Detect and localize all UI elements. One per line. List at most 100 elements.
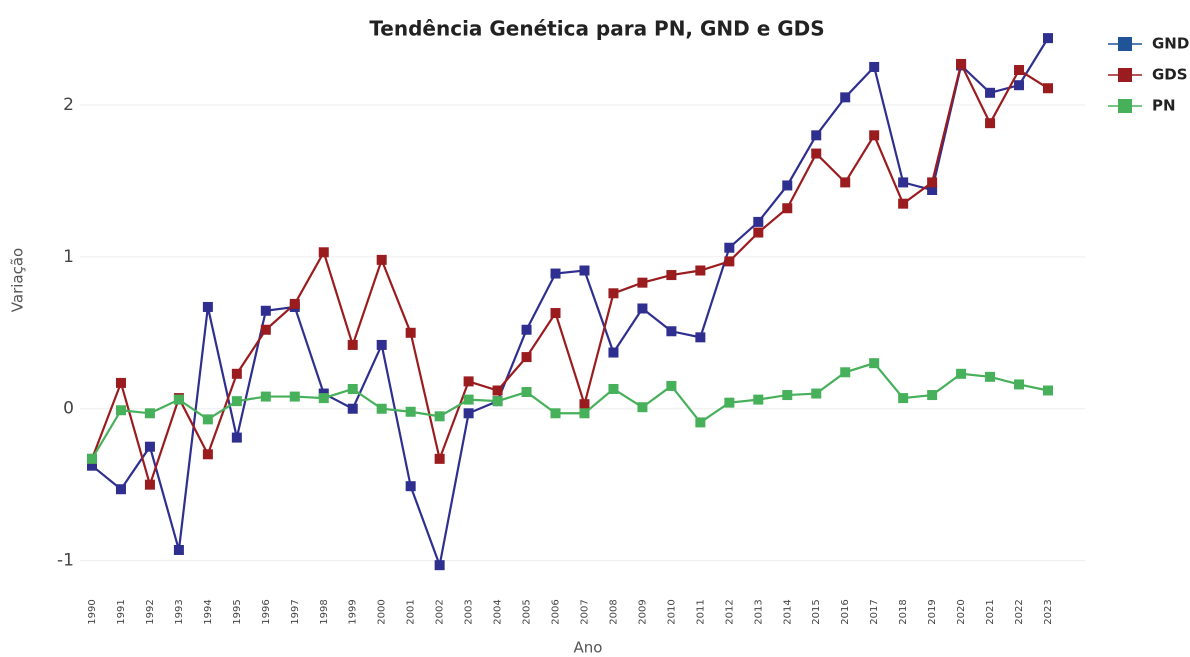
data-point [1014, 65, 1025, 76]
chart-title: Tendência Genética para PN, GND e GDS [369, 17, 824, 41]
x-tick-label: 2020 [956, 599, 967, 624]
data-point [405, 406, 416, 417]
data-point [985, 118, 996, 129]
data-point [87, 453, 97, 464]
x-tick-label: 2016 [840, 599, 851, 624]
data-point [260, 391, 271, 402]
data-point [579, 265, 590, 276]
data-point [869, 358, 880, 369]
x-tick-label: 2004 [493, 599, 504, 624]
x-tick-label: 2005 [522, 599, 533, 624]
data-point [405, 327, 416, 338]
data-point [289, 391, 300, 402]
data-point [782, 203, 793, 214]
x-tick-label: 2013 [753, 599, 764, 624]
data-point [985, 371, 996, 382]
data-point [463, 376, 474, 387]
data-point [782, 180, 793, 191]
data-point [521, 387, 532, 398]
data-point [434, 411, 445, 422]
data-point [347, 339, 358, 350]
data-point [521, 352, 532, 363]
data-point [231, 396, 242, 407]
data-point [115, 405, 126, 416]
data-point [695, 332, 706, 343]
legend-label: PN [1152, 97, 1176, 115]
x-tick-label: 2014 [782, 599, 793, 624]
data-point [956, 58, 967, 69]
data-point [724, 397, 735, 408]
x-tick-label: 2011 [695, 599, 706, 624]
series-line [91, 37, 1049, 570]
x-tick-label: 2003 [464, 599, 475, 624]
data-point [260, 324, 271, 335]
data-point [724, 256, 735, 267]
data-point [869, 61, 880, 72]
legend-label: GND [1152, 35, 1189, 53]
data-point [579, 399, 590, 410]
x-tick-label: 2009 [637, 599, 648, 624]
data-point [231, 368, 242, 379]
data-point [840, 177, 851, 188]
data-point [637, 303, 648, 314]
data-point [521, 324, 532, 335]
legend-marker [1118, 37, 1132, 51]
x-tick-label: 2008 [608, 599, 619, 624]
data-point [231, 432, 242, 443]
data-point [898, 198, 909, 209]
data-point [956, 368, 967, 379]
x-tick-label: 1995 [232, 599, 243, 624]
x-tick-label: 1997 [290, 599, 301, 624]
x-axis-label: Ano [574, 639, 603, 657]
data-point [1014, 379, 1025, 390]
data-point [173, 394, 184, 405]
data-point [260, 305, 271, 316]
data-point [869, 130, 880, 141]
x-tick-label: 1994 [203, 599, 214, 624]
data-point [579, 408, 590, 419]
data-point [347, 403, 358, 414]
y-tick-label: -1 [57, 551, 74, 571]
x-tick-label: 2022 [1014, 599, 1025, 624]
legend-label: GDS [1152, 66, 1188, 84]
y-axis-label: Variação [9, 248, 27, 312]
data-point [1043, 385, 1053, 396]
x-tick-label: 2021 [985, 599, 996, 624]
data-point [753, 227, 764, 238]
data-point [376, 339, 387, 350]
data-point [550, 308, 561, 319]
x-tick-label: 1991 [116, 599, 127, 624]
data-point [318, 393, 329, 404]
data-point [318, 247, 329, 258]
series-line [90, 60, 1049, 489]
data-point [463, 408, 474, 419]
data-point [405, 481, 416, 492]
y-tick-label: 0 [63, 399, 74, 419]
data-point [550, 408, 561, 419]
series-line [91, 361, 1049, 460]
data-point [376, 403, 387, 414]
data-point [811, 130, 822, 141]
data-point [753, 216, 764, 227]
x-tick-label: 2002 [435, 599, 446, 624]
data-point [840, 92, 851, 103]
data-point [202, 414, 213, 425]
y-tick-label: 1 [63, 247, 74, 267]
data-point [1014, 80, 1025, 91]
data-point [202, 449, 213, 460]
data-point [434, 560, 445, 571]
data-point [492, 385, 503, 396]
x-tick-label: 1999 [348, 599, 359, 624]
data-point [811, 388, 822, 399]
data-point [202, 301, 213, 312]
x-tick-label: 2001 [406, 599, 417, 624]
data-point [115, 484, 126, 495]
legend-marker [1118, 68, 1132, 82]
data-point [87, 460, 97, 471]
x-tick-label: 1996 [261, 599, 272, 624]
x-tick-label: 2012 [724, 599, 735, 624]
data-point [666, 326, 677, 337]
data-point [144, 479, 155, 490]
data-point [434, 453, 445, 464]
